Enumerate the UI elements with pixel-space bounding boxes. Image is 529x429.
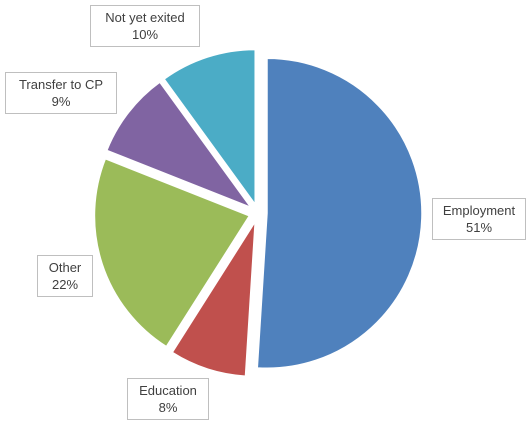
label-other: Other 22% (37, 255, 93, 297)
label-education: Education 8% (127, 378, 209, 420)
pie-slice-education (171, 221, 256, 378)
slice-value-employment: 51% (465, 220, 493, 235)
slice-name-not-yet-exited: Not yet exited (105, 10, 185, 25)
slice-name-transfer-to-cp: Transfer to CP (18, 77, 104, 92)
pie-slice-employment (256, 57, 423, 370)
pie-slice-transfer-to-cp (105, 81, 254, 210)
slice-name-other: Other (48, 260, 82, 275)
slice-value-other: 22% (51, 277, 79, 292)
slice-value-transfer-to-cp: 9% (51, 94, 71, 109)
pie-slice-other (93, 157, 251, 348)
slice-value-education: 8% (158, 400, 178, 415)
label-transfer-to-cp: Transfer to CP 9% (5, 72, 117, 114)
slice-name-employment: Employment (442, 203, 516, 218)
pie-slice-not-yet-exited (163, 48, 256, 207)
label-employment: Employment 51% (432, 198, 526, 240)
label-not-yet-exited: Not yet exited 10% (90, 5, 200, 47)
slice-name-education: Education (139, 383, 197, 398)
slice-value-not-yet-exited: 10% (131, 27, 159, 42)
